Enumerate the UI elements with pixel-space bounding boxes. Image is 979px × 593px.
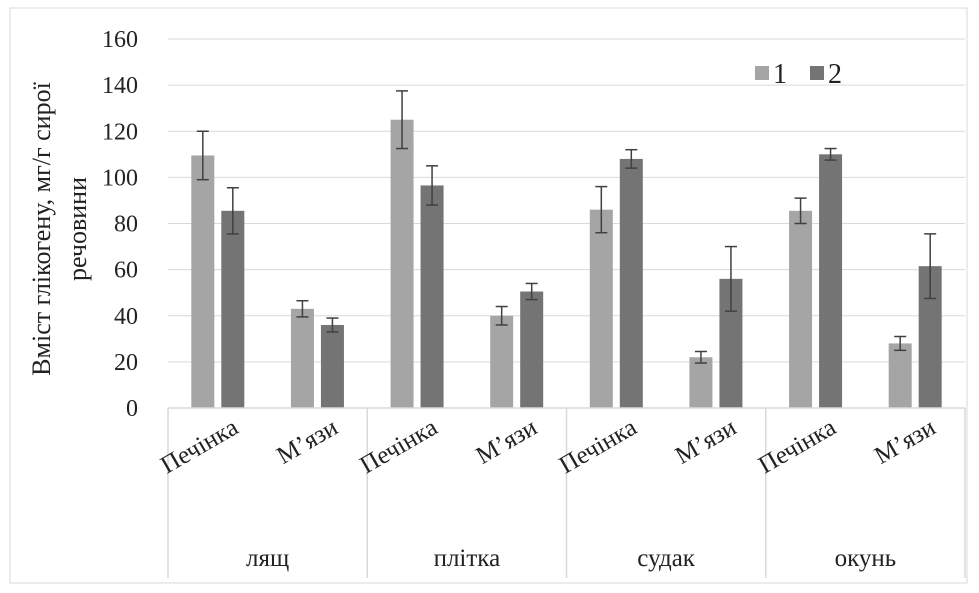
y-tick-label: 20 — [114, 350, 138, 376]
x-group-label: лящ — [246, 545, 289, 572]
x-group-label: судак — [637, 545, 696, 572]
bar-series-1 — [390, 119, 414, 408]
legend-swatch-2 — [810, 66, 824, 80]
x-group-labels: лящ плітка судак окунь — [246, 545, 896, 572]
bar-series-2 — [420, 185, 444, 408]
bar-series-1 — [290, 308, 314, 408]
y-tick-label: 140 — [102, 73, 138, 99]
y-tick-label: 80 — [114, 212, 138, 238]
bar-series-2 — [520, 291, 544, 408]
y-tick-label: 120 — [102, 119, 138, 145]
y-tick-label: 160 — [102, 27, 138, 53]
y-tick-label: 100 — [102, 165, 138, 191]
y-tick-label: 60 — [114, 258, 138, 284]
y-axis-label-line-2: речовини — [63, 177, 92, 281]
bars — [191, 119, 942, 408]
legend-swatch-1 — [755, 66, 769, 80]
y-tick-label: 40 — [114, 304, 138, 330]
y-axis-label-line-1: Вміст глікогену, мг/г сирої — [27, 81, 56, 375]
bar-series-2 — [819, 154, 843, 408]
error-bars — [196, 90, 937, 364]
bar-series-2 — [918, 266, 942, 408]
bar-series-2 — [619, 158, 643, 408]
bar-series-2 — [320, 324, 344, 408]
bar-series-1 — [689, 357, 713, 408]
bar-series-1 — [490, 315, 514, 408]
bar-series-1 — [888, 343, 912, 408]
bar-series-2 — [221, 210, 245, 408]
x-axis — [167, 407, 966, 578]
bar-series-1 — [191, 155, 215, 408]
bar-series-1 — [589, 209, 613, 408]
legend-label: 1 — [773, 59, 787, 90]
x-group-label: окунь — [835, 545, 897, 572]
y-tick-labels: 0 20 40 60 80 100 120 140 160 — [102, 27, 138, 422]
bar-series-1 — [789, 210, 813, 408]
x-group-label: плітка — [434, 545, 501, 572]
legend-label: 2 — [828, 59, 842, 90]
y-tick-label: 0 — [126, 396, 138, 422]
